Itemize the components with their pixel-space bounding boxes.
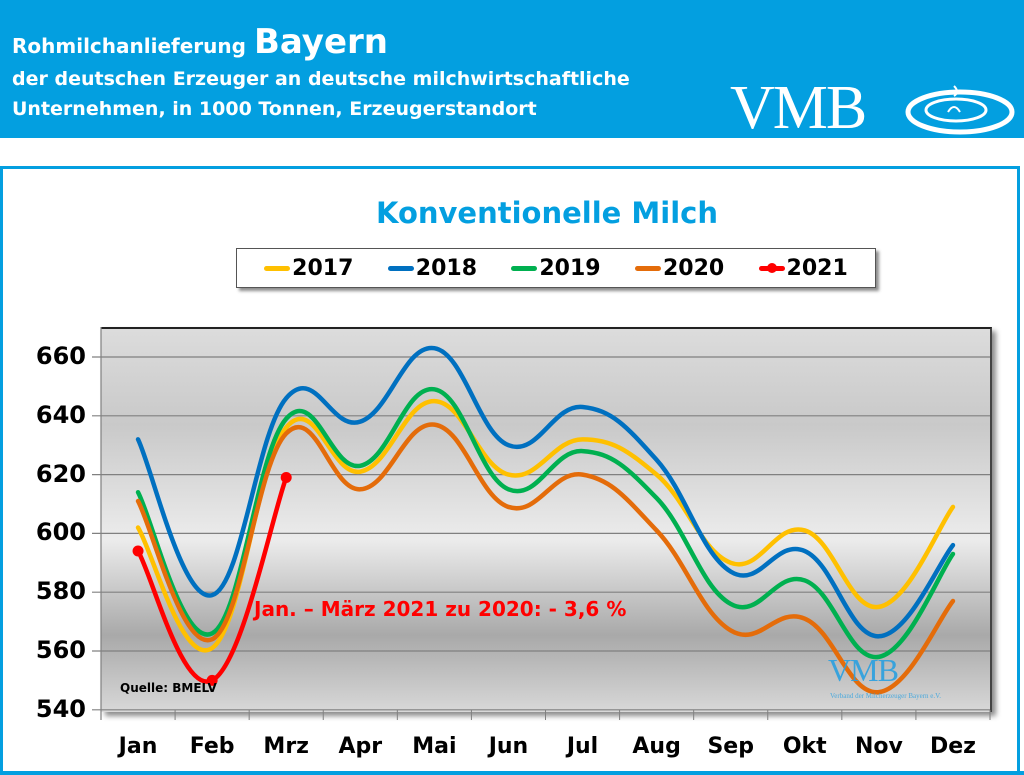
legend-swatch-2020 [634,265,661,271]
x-tick-label: Mrz [263,734,309,759]
x-tick-label: Jan [118,734,158,759]
series-line-2018 [135,345,956,639]
y-tick-label: 580 [35,577,86,606]
x-tick-label: Feb [189,734,235,759]
header-title: Rohmilchanlieferung Bayern [12,22,388,62]
legend-swatch-2021 [758,262,785,273]
legend-swatch-2018 [387,265,414,271]
y-tick-label: 660 [35,342,86,370]
legend-label: 2020 [662,255,725,281]
x-tick-label: Mai [412,734,457,759]
header-title-region: Bayern [253,22,388,62]
y-tick-label: 600 [35,518,86,547]
x-tick-label: Okt [782,734,827,759]
header-subtitle-line2: Unternehmen, in 1000 Tonnen, Erzeugersta… [12,98,537,120]
vmb-swirl-icon [905,85,1015,135]
y-tick-label: 540 [35,694,86,723]
data-marker [132,545,144,557]
header-subtitle-line1: der deutschen Erzeuger an deutsche milch… [12,68,630,90]
legend-label: 2017 [292,255,354,281]
chart-frame [0,166,1020,775]
chart-title: Konventionelle Milch [375,196,718,230]
header-title-prefix: Rohmilchanlieferung [12,34,246,58]
bottom-border [0,771,1024,775]
x-tick-label: Apr [338,734,383,759]
data-marker [206,674,218,686]
x-tick-label: Jul [566,734,599,759]
series-line-2020 [135,422,956,695]
x-tick-label: Jun [488,734,529,759]
plot-area [101,327,992,712]
watermark-logo: VMB [828,652,899,688]
legend-item-2021: 2021 [758,255,848,281]
y-tick-label: 640 [35,400,86,429]
x-tick-label: Dez [929,734,976,759]
watermark-subtitle: Verband der Milcherzeuger Bayern e.V. [830,692,942,700]
legend-label: 2021 [786,255,848,281]
legend-label: 2018 [415,255,477,281]
legend-item-2020: 2020 [634,255,725,281]
legend-item-2017: 2017 [264,256,353,281]
chart-legend: 2017 2018 2019 2020 2021 [236,248,876,288]
chart-annotation: Jan. – März 2021 zu 2020: - 3,6 % [254,597,627,621]
legend-item-2018: 2018 [387,255,477,281]
legend-marker-icon [766,262,777,273]
y-tick-label: 620 [35,459,86,488]
x-tick-label: Aug [632,734,681,759]
legend-swatch-2017 [264,265,291,271]
source-label: Quelle: BMELV [120,681,217,695]
x-tick-label: Sep [707,734,754,759]
y-tick-label: 560 [35,636,86,664]
legend-item-2019: 2019 [511,255,601,281]
data-marker [280,472,292,484]
vmb-logo: VMB [730,74,867,142]
header-banner: Rohmilchanlieferung Bayern der deutschen … [0,0,1024,142]
series-line-2019 [135,387,956,660]
x-tick-label: Nov [854,734,903,759]
legend-label: 2019 [539,255,601,281]
legend-swatch-2019 [511,265,538,271]
